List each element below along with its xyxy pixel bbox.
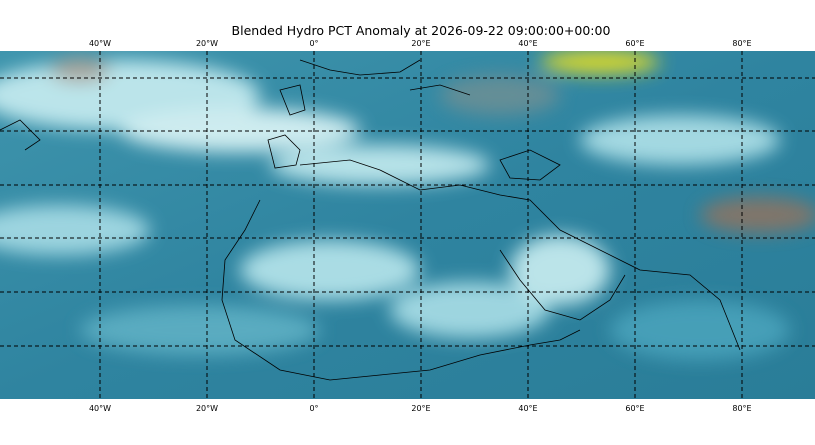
longitude-label-top: 20°E (411, 39, 430, 48)
longitude-label-top: 60°E (625, 39, 644, 48)
longitude-label-top: 40°E (518, 39, 537, 48)
longitude-label-bottom: 80°E (732, 404, 751, 413)
longitude-label-top: 40°W (89, 39, 111, 48)
longitude-label-bottom: 60°E (625, 404, 644, 413)
coastlines (0, 59, 741, 381)
grid-lines (0, 51, 815, 399)
longitude-label-top: 0° (309, 39, 318, 48)
longitude-label-bottom: 20°W (196, 404, 218, 413)
longitude-labels: 40°W 40°W 20°W 20°W 0° 0° 20°E 20°E 40°E 40°E 60°E… (89, 39, 752, 413)
map-field (0, 51, 815, 399)
longitude-label-top: 80°E (732, 39, 751, 48)
longitude-label-bottom: 20°E (411, 404, 430, 413)
map-title: Blended Hydro PCT Anomaly at 2026-09-22 … (232, 23, 611, 38)
longitude-label-bottom: 40°W (89, 404, 111, 413)
longitude-label-bottom: 0° (309, 404, 318, 413)
longitude-label-bottom: 40°E (518, 404, 537, 413)
longitude-label-top: 20°W (196, 39, 218, 48)
